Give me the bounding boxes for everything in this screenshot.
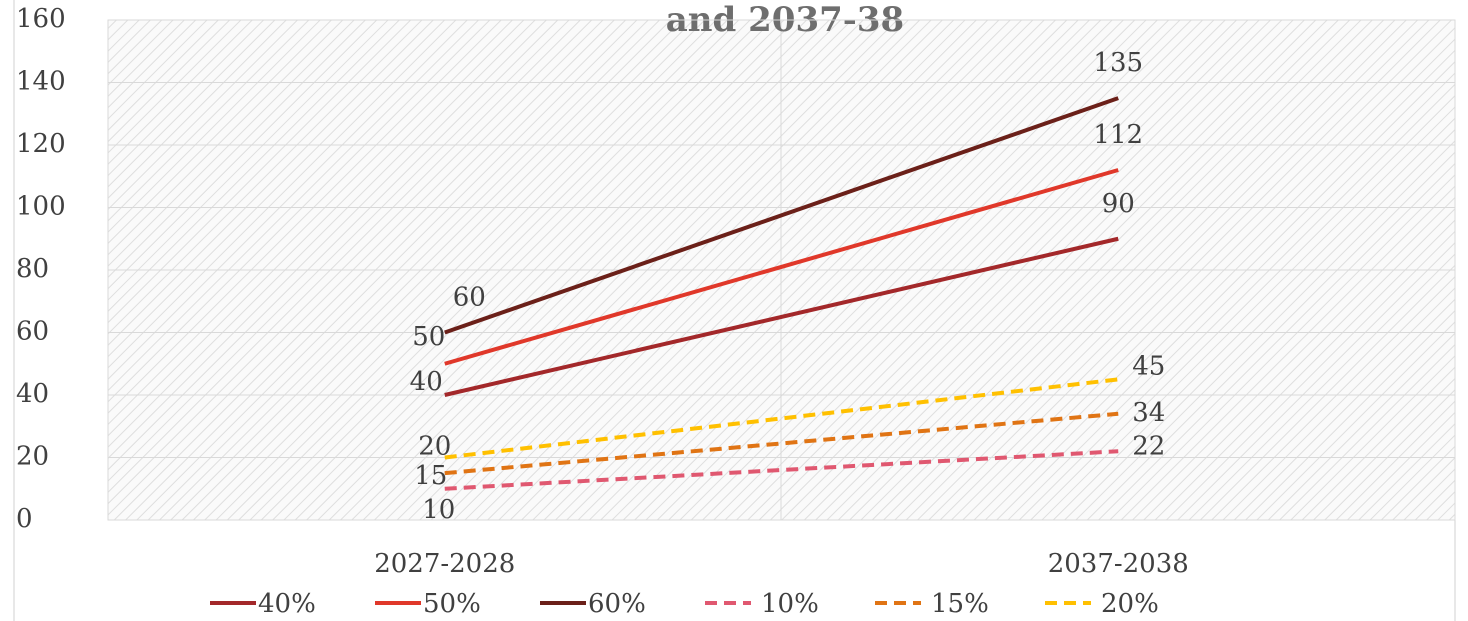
y-tick-label: 120	[16, 129, 66, 159]
data-label: 40	[410, 367, 443, 397]
data-label: 20	[418, 432, 451, 462]
y-tick-label: 60	[16, 317, 49, 347]
y-tick-label: 40	[16, 379, 49, 409]
data-label: 135	[1093, 48, 1143, 78]
legend-label: 10%	[761, 589, 819, 619]
data-label: 60	[453, 283, 486, 313]
x-tick-label: 2027-2028	[374, 549, 515, 579]
y-tick-label: 140	[16, 67, 66, 97]
data-label: 112	[1093, 120, 1143, 150]
y-tick-label: 80	[16, 254, 49, 284]
y-tick-label: 100	[16, 192, 66, 222]
data-label: 45	[1132, 351, 1165, 381]
data-label: 10	[422, 495, 455, 525]
data-label: 15	[414, 461, 447, 491]
series-line	[444, 236, 1119, 397]
series-line	[444, 96, 1119, 335]
legend-label: 20%	[1101, 589, 1159, 619]
series-line	[444, 449, 1119, 491]
x-tick-label: 2037-2038	[1048, 549, 1189, 579]
legend-label: 15%	[931, 589, 989, 619]
y-tick-label: 160	[16, 4, 66, 34]
series-line	[444, 168, 1119, 366]
y-tick-label: 20	[16, 442, 49, 472]
data-label: 22	[1132, 431, 1165, 461]
legend-label: 40%	[258, 589, 316, 619]
y-tick-label: 0	[16, 504, 33, 534]
data-label: 90	[1102, 189, 1135, 219]
legend-label: 50%	[423, 589, 481, 619]
legend-label: 60%	[588, 589, 646, 619]
data-label: 34	[1132, 398, 1165, 428]
data-label: 50	[412, 322, 445, 352]
